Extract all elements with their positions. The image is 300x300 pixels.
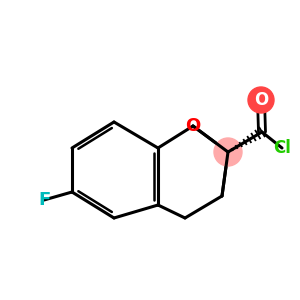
Circle shape — [214, 138, 242, 166]
Circle shape — [248, 87, 274, 113]
Text: Cl: Cl — [273, 139, 291, 157]
Text: O: O — [254, 91, 268, 109]
Text: F: F — [38, 191, 50, 209]
Text: O: O — [185, 117, 201, 135]
